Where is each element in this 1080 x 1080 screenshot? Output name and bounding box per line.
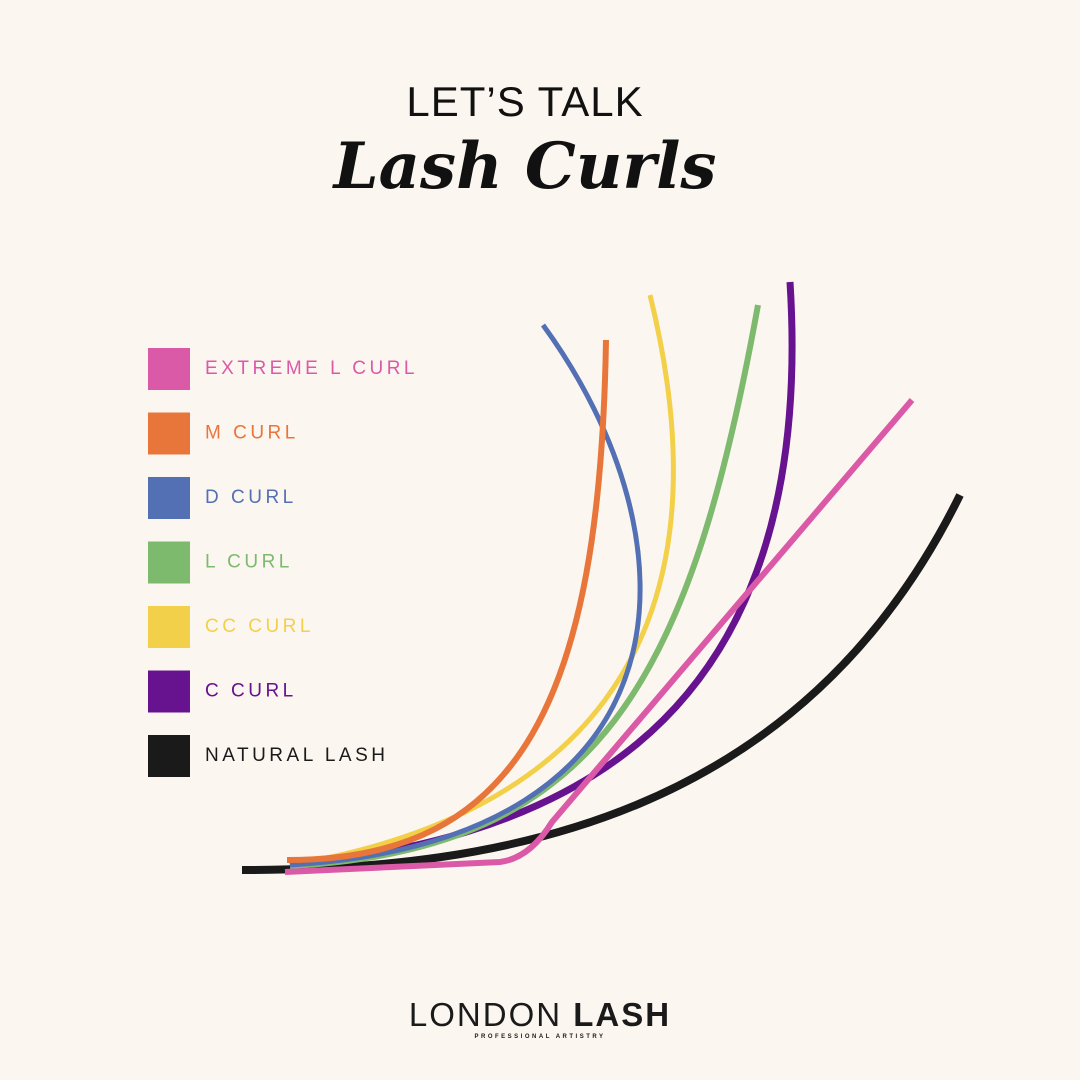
legend-label: NATURAL LASH	[205, 745, 388, 766]
brand: LONDON LASH	[409, 996, 671, 1033]
title: Lash Curls	[332, 129, 717, 204]
legend-swatch	[148, 735, 190, 777]
legend-label: L CURL	[205, 552, 293, 573]
legend-swatch	[148, 477, 190, 519]
kicker: LET’S TALK	[406, 78, 643, 125]
lash-curves	[241, 281, 964, 875]
legend-label: CC CURL	[205, 616, 314, 637]
legend-swatch	[148, 412, 190, 455]
lash-curve	[289, 294, 676, 868]
brand-bold: LASH	[573, 996, 671, 1033]
legend-label: EXTREME L CURL	[205, 358, 418, 379]
lash-curve	[286, 339, 609, 863]
legend-label: C CURL	[205, 681, 297, 702]
legend-label: D CURL	[205, 487, 297, 508]
legend: EXTREME L CURL M CURL D CURL L CURL CC CURL C…	[148, 348, 418, 777]
lash-curve	[284, 398, 915, 875]
legend-label: M CURL	[205, 423, 299, 444]
legend-swatch	[148, 606, 190, 648]
tagline: PROFESSIONAL ARTISTRY	[475, 1034, 606, 1040]
legend-swatch	[148, 541, 190, 584]
legend-swatch	[148, 348, 190, 390]
brand-light: LONDON	[409, 996, 562, 1033]
legend-swatch	[148, 670, 190, 713]
